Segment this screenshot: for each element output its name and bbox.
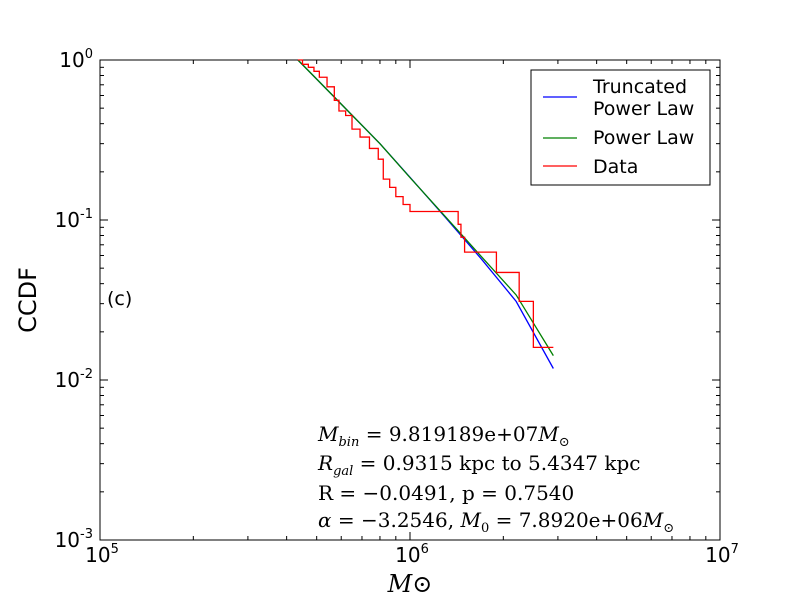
y-tick-label: 10-1 (55, 207, 93, 232)
annotation-block: Mbin = 9.819189e+07M⊙ Rgal = 0.9315 kpc … (317, 422, 674, 536)
x-tick-label: 106 (395, 542, 429, 567)
legend-label-powerlaw: Power Law (593, 127, 694, 149)
panel-label: (c) (107, 288, 132, 310)
x-tick-label: 105 (85, 542, 119, 567)
y-tick-label: 10-2 (55, 367, 93, 392)
legend-label-truncated-1: Truncated (592, 76, 687, 98)
annotation-rgal: Rgal = 0.9315 kpc to 5.4347 kpc (317, 451, 641, 479)
axis-ticks (99, 60, 720, 541)
series-line-power-law (297, 59, 554, 356)
annotation-r-p: R = −0.0491, p = 0.7540 (318, 481, 574, 505)
y-tick-label: 10-3 (55, 527, 93, 552)
legend: Truncated Power Law Power Law Data (530, 69, 711, 186)
x-axis-title: M⊙ (387, 570, 433, 598)
x-tick-label: 107 (705, 542, 739, 567)
annotation-mbin: Mbin = 9.819189e+07M⊙ (317, 422, 570, 450)
series-line-data (297, 59, 554, 348)
series-lines (297, 59, 554, 369)
y-tick-label: 100 (59, 47, 93, 72)
annotation-alpha-m0: α = −3.2546, M0 = 7.8920e+06M⊙ (318, 508, 674, 536)
y-axis-title: CCDF (14, 267, 42, 333)
legend-label-data: Data (593, 156, 638, 178)
tick-labels: 105 106 107 10-3 10-2 10-1 100 (55, 47, 739, 567)
legend-label-truncated-2: Power Law (593, 98, 694, 120)
